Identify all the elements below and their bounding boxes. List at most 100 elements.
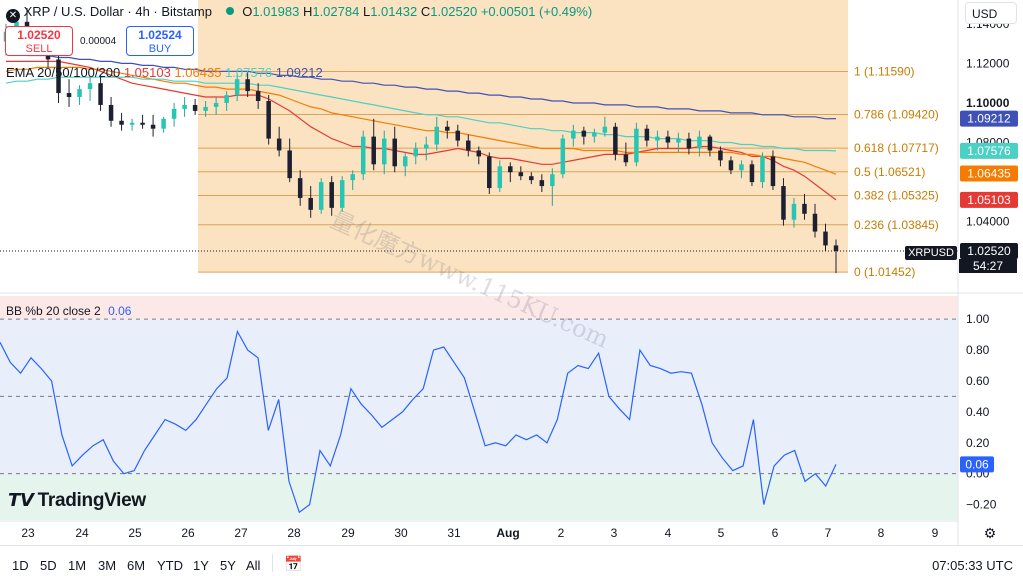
candle-body (676, 138, 681, 143)
candle-body (644, 128, 650, 141)
candle-body (66, 93, 72, 98)
fibonacci-retracement[interactable]: 1 (1.11590) 0.786 (1.09420) 0.618 (1.07717… (198, 0, 939, 279)
candle-body (665, 136, 671, 143)
candle (518, 166, 524, 181)
bb-overbought-zone (0, 296, 958, 320)
candle (802, 193, 807, 220)
price-badge-bg (960, 242, 1018, 259)
candle-body (487, 156, 492, 189)
candle (308, 186, 313, 218)
timeframe-6m[interactable]: 6M (127, 558, 146, 573)
buy-price: 1.02524 (138, 28, 182, 42)
buy-label: BUY (148, 43, 172, 55)
ema50-value: 1.06435 (174, 65, 222, 80)
time-axis-label: 4 (665, 526, 672, 540)
bb-badge-bg (960, 456, 994, 473)
candle (381, 130, 387, 175)
candle-body (445, 126, 450, 131)
timeframe-5d[interactable]: 5D (40, 558, 57, 573)
candle-body (571, 130, 576, 139)
low-label: L (362, 4, 371, 19)
timeframe-1d[interactable]: 1D (12, 558, 29, 573)
fib-level-label: 0.786 (1.09420) (854, 107, 939, 121)
candle-body (77, 89, 82, 98)
candle (571, 124, 576, 147)
candle-body (697, 136, 702, 149)
candle-body (140, 122, 145, 125)
utc-clock[interactable]: 07:05:33 UTC (932, 558, 1013, 573)
symbol-title[interactable]: XRP / U.S. Dollar · 4h · Bitstamp (23, 4, 212, 19)
candle (655, 130, 660, 151)
candle (665, 130, 671, 149)
candle (697, 130, 702, 157)
candle-body (203, 106, 208, 111)
candle-body (161, 118, 166, 129)
open-label: O (242, 4, 253, 19)
timeframe-5y[interactable]: 5Y (220, 558, 236, 573)
time-axis-label: 26 (181, 526, 195, 540)
timeframe-1m[interactable]: 1M (68, 558, 87, 573)
fib-level-label: 1 (1.11590) (854, 65, 915, 79)
candle-body (508, 166, 513, 173)
candle-body (802, 203, 807, 214)
sell-button[interactable]: 1.02520 SELL (5, 26, 73, 56)
time-axis-label: 29 (341, 526, 355, 540)
bb-percent-b-pane (0, 318, 958, 514)
candle (371, 118, 376, 171)
currency-label: USD (972, 7, 998, 21)
ema-legend[interactable]: EMA 20/50/100/200 1.05103 1.06435 1.0757… (6, 65, 323, 80)
bb-legend-label: BB %b 20 close 2 (6, 304, 101, 318)
candle (781, 178, 786, 226)
open-value: 1.01983 (252, 4, 300, 19)
time-axis-label: 9 (932, 526, 939, 540)
time-axis-label: 30 (394, 526, 408, 540)
high-label: H (302, 4, 313, 19)
candle-body (823, 231, 828, 246)
candle-body (402, 156, 408, 167)
buy-button[interactable]: 1.02524 BUY (126, 26, 194, 56)
candle-body (613, 126, 618, 155)
currency-select[interactable]: USD (965, 2, 1017, 24)
candle (613, 122, 618, 161)
candle (529, 172, 534, 185)
sell-price: 1.02520 (17, 28, 61, 42)
timeframe-ytd[interactable]: YTD (157, 558, 183, 573)
candle (297, 170, 303, 206)
candle (287, 138, 292, 183)
candle (739, 160, 744, 179)
candle-body (182, 104, 187, 109)
candle-body (581, 130, 587, 137)
timeframe-3m[interactable]: 3M (98, 558, 117, 573)
calendar-icon[interactable]: 📅 (284, 556, 303, 573)
close-label: C (420, 4, 431, 19)
time-axis-label: 2 (558, 526, 565, 540)
candle-body (339, 180, 345, 208)
candle-body (655, 136, 660, 141)
bb-axis-tick: −0.20 (966, 498, 997, 512)
candle (392, 126, 397, 173)
candle (497, 160, 503, 193)
candle (255, 83, 261, 109)
bb-axis-tick: 0.40 (966, 405, 990, 419)
bb-legend[interactable]: BB %b 20 close 2 0.06 (6, 304, 131, 318)
candle (360, 130, 366, 181)
candle (728, 156, 734, 175)
candle (402, 152, 408, 177)
time-axis-label: 23 (21, 526, 35, 540)
candle (318, 178, 324, 214)
timeframe-1y[interactable]: 1Y (193, 558, 209, 573)
price-axis-tick: 1.12000 (966, 56, 1010, 70)
timeframe-all[interactable]: All (246, 558, 261, 573)
time-axis-label: 28 (287, 526, 301, 540)
price-badge-bg (960, 110, 1018, 127)
candle (66, 79, 72, 107)
candle-body (287, 150, 292, 179)
candle-body (360, 136, 366, 175)
time-axis-label: 6 (772, 526, 779, 540)
candle (812, 203, 818, 238)
bb-percent-b-line (0, 329, 837, 514)
candle-body (424, 144, 429, 149)
candle (171, 102, 177, 127)
candle-body (56, 59, 61, 94)
